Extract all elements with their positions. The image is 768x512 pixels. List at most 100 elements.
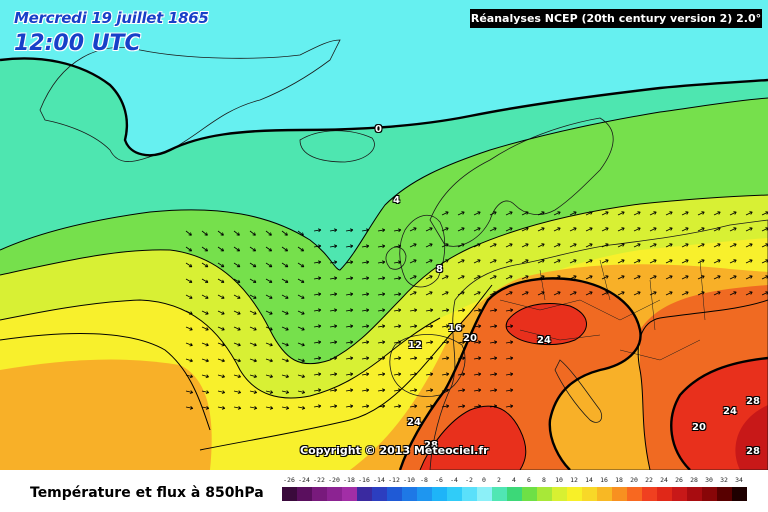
wind-arrow	[329, 356, 338, 361]
isotherm-label: 28	[424, 440, 438, 451]
wind-arrow	[505, 243, 513, 248]
wind-arrow	[201, 374, 209, 379]
wind-arrow	[393, 244, 402, 249]
wind-arrow	[537, 275, 545, 280]
wind-arrow	[185, 278, 193, 283]
wind-arrow	[201, 278, 209, 283]
legend-swatch	[642, 487, 657, 501]
wind-arrow	[281, 390, 290, 394]
legend-swatch	[282, 487, 297, 501]
wind-arrow	[233, 342, 241, 347]
temperature-map	[0, 0, 768, 470]
wind-arrow	[201, 294, 209, 299]
wind-arrow	[233, 278, 241, 283]
wind-arrow	[601, 243, 609, 248]
wind-arrow	[489, 324, 498, 329]
temperature-band-28	[420, 406, 526, 470]
legend-value: 20	[630, 476, 638, 484]
wind-arrow	[393, 340, 402, 345]
wind-arrow	[185, 246, 193, 252]
wind-arrow	[393, 308, 402, 313]
wind-arrow	[409, 340, 418, 345]
scandinavia-coast	[429, 117, 614, 247]
wind-arrow	[473, 372, 482, 377]
wind-arrow	[681, 275, 689, 280]
wind-arrow	[457, 211, 465, 216]
isotherm-label: 24	[723, 406, 737, 417]
legend-swatch	[417, 487, 432, 501]
wind-arrow	[393, 276, 402, 281]
wind-arrow	[281, 246, 289, 252]
wind-arrow	[329, 244, 338, 249]
wind-arrow	[505, 388, 514, 393]
legend-value: -6	[435, 476, 443, 484]
wind-arrow	[649, 227, 657, 232]
wind-arrow	[457, 404, 466, 409]
wind-arrow	[489, 340, 498, 345]
isotherm-label: 12	[408, 340, 422, 351]
wind-arrow	[505, 340, 514, 345]
wind-arrow	[425, 308, 434, 313]
legend-swatch	[657, 487, 672, 501]
legend-swatch	[732, 487, 747, 501]
wind-arrow	[313, 356, 322, 361]
legend-value: 24	[660, 476, 668, 484]
wind-arrow	[457, 243, 465, 248]
wind-arrow	[521, 275, 529, 280]
wind-arrow	[281, 342, 289, 347]
wind-arrow	[489, 275, 497, 280]
wind-arrow	[297, 358, 305, 363]
wind-arrow	[665, 291, 673, 296]
wind-arrow	[345, 388, 354, 393]
wind-arrow	[361, 260, 370, 265]
wind-arrow	[505, 308, 514, 313]
wind-arrow	[441, 372, 450, 377]
legend-swatch	[357, 487, 372, 501]
wind-arrow	[185, 310, 193, 315]
wind-arrow	[217, 406, 226, 410]
legend-value: -10	[403, 476, 415, 484]
legend-value: 6	[527, 476, 531, 484]
wind-arrow	[505, 291, 513, 296]
legend-value: -8	[420, 476, 428, 484]
wind-arrow	[281, 278, 289, 283]
wind-arrow	[345, 308, 354, 313]
wind-arrow	[377, 244, 386, 249]
wind-arrow	[217, 342, 225, 347]
legend-swatch	[687, 487, 702, 501]
wind-arrow	[249, 262, 257, 268]
legend-swatch	[582, 487, 597, 501]
wind-arrow	[345, 404, 354, 409]
wind-arrow	[313, 404, 322, 409]
wind-arrow	[441, 227, 449, 232]
wind-arrow	[329, 228, 338, 233]
wind-arrow	[457, 356, 466, 361]
wind-arrow	[361, 308, 370, 313]
wind-arrow	[729, 227, 737, 232]
wind-arrow	[489, 259, 497, 264]
wind-arrow	[281, 262, 289, 268]
wind-arrow	[585, 243, 593, 248]
legend-swatch	[672, 487, 687, 501]
wind-arrow	[249, 390, 258, 394]
legend-value: -2	[465, 476, 473, 484]
legend-swatch	[432, 487, 447, 501]
wind-arrow	[633, 243, 641, 248]
wind-arrow	[297, 246, 305, 252]
wind-arrow	[393, 372, 402, 377]
wind-arrow	[297, 294, 305, 299]
wind-arrow	[505, 356, 514, 361]
legend-value: 4	[512, 476, 516, 484]
wind-arrow	[265, 278, 273, 283]
wind-arrow	[585, 275, 593, 280]
wind-arrow	[297, 278, 305, 283]
wind-arrow	[329, 372, 338, 377]
wind-arrow	[281, 406, 290, 410]
legend-value: 30	[705, 476, 713, 484]
wind-arrow	[617, 291, 625, 296]
iceland-coast	[299, 130, 375, 163]
wind-arrow	[505, 227, 513, 232]
wind-arrow	[473, 356, 482, 361]
wind-arrow	[441, 388, 450, 393]
wind-arrow	[409, 356, 418, 361]
